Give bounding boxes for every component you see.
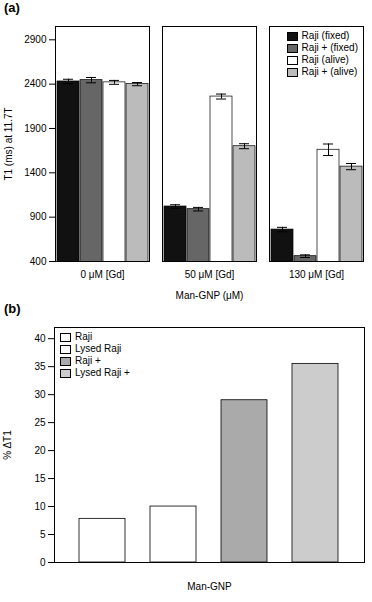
- html-text:(b): (b): [4, 301, 21, 316]
- svg-text:Man-GNP: Man-GNP: [187, 581, 232, 592]
- html-text:(a): (a): [4, 0, 20, 15]
- svg-text:2900: 2900: [24, 34, 47, 45]
- html-text:Raji + (alive): Raji + (alive): [301, 66, 358, 77]
- svg-text:0: 0: [40, 557, 46, 568]
- html-text:Raji (fixed): Raji (fixed): [301, 30, 350, 41]
- html-text:Raji (alive): Raji (alive): [301, 54, 349, 65]
- svg-text:35: 35: [34, 361, 46, 372]
- svg-text:30: 30: [34, 389, 46, 400]
- svg-text:400: 400: [30, 256, 47, 267]
- svg-text:0 μM [Gd]: 0 μM [Gd]: [80, 269, 124, 280]
- svg-text:5: 5: [40, 529, 46, 540]
- svg-text:Man-GNP (μM): Man-GNP (μM): [176, 290, 244, 301]
- svg-text:25: 25: [34, 417, 46, 428]
- svg-text:10: 10: [34, 501, 46, 512]
- html-text:Raji + (fixed): Raji + (fixed): [301, 42, 358, 53]
- svg-text:20: 20: [34, 445, 46, 456]
- html-text:Lysed Raji +: Lysed Raji +: [75, 367, 130, 378]
- svg-text:T1 (ms) at 11.7T: T1 (ms) at 11.7T: [3, 107, 14, 180]
- svg-text:40: 40: [34, 333, 46, 344]
- svg-text:50 μM [Gd]: 50 μM [Gd]: [185, 269, 235, 280]
- svg-text:% ΔT1: % ΔT1: [2, 430, 13, 460]
- svg-text:15: 15: [34, 473, 46, 484]
- svg-text:2400: 2400: [24, 78, 47, 89]
- svg-text:1900: 1900: [24, 123, 47, 134]
- svg-text:900: 900: [30, 211, 47, 222]
- html-text:Lysed Raji: Lysed Raji: [75, 343, 122, 354]
- svg-text:1400: 1400: [24, 167, 47, 178]
- svg-text:130 μM [Gd]: 130 μM [Gd]: [289, 269, 344, 280]
- html-text:Raji: Raji: [75, 331, 93, 342]
- html-text:Raji +: Raji +: [75, 355, 101, 366]
